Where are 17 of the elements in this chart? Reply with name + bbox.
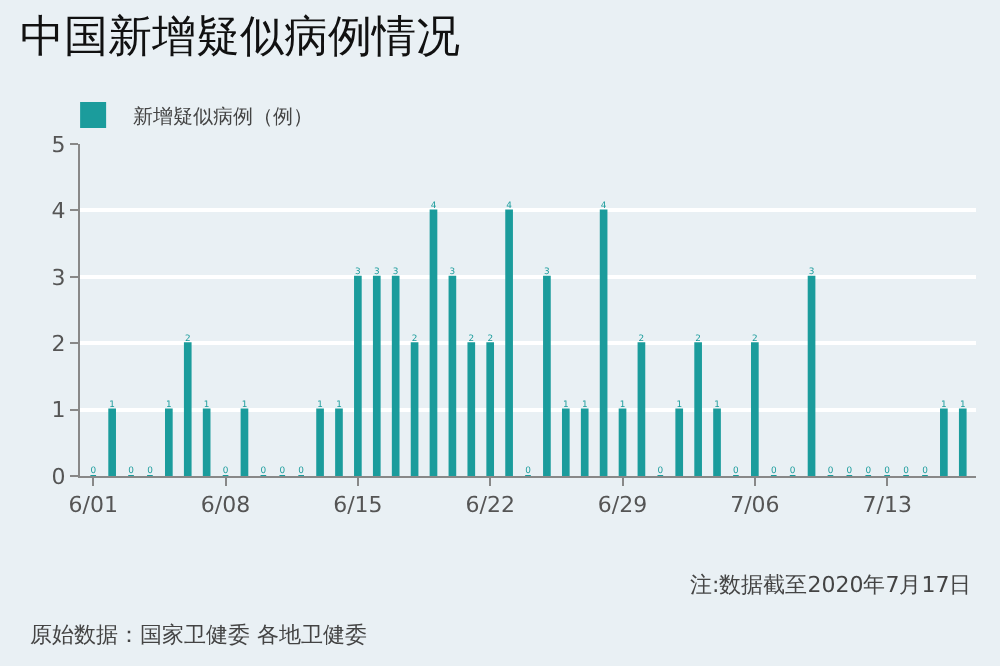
x-tick-label: 6/22	[465, 492, 515, 519]
x-tick-label: 6/08	[200, 492, 251, 519]
y-tick-label: 0	[51, 463, 66, 490]
y-tick-label: 2	[51, 330, 66, 357]
x-tick-label: 6/01	[68, 492, 118, 519]
x-tick-label: 7/06	[730, 492, 780, 519]
y-tick-label: 3	[51, 264, 66, 291]
x-tick-label: 6/29	[597, 492, 648, 519]
text: 原始数据：国家卫健委 各地卫健委	[30, 622, 367, 648]
y-tick-label: 1	[51, 397, 66, 424]
y-tick-label: 4	[51, 198, 66, 225]
chart-title: 中国新增疑似病例情况	[20, 12, 460, 63]
x-tick-label: 7/13	[862, 492, 912, 519]
x-tick-label: 6/15	[333, 492, 383, 519]
y-tick-label: 5	[51, 131, 66, 158]
text: 注:数据截至2020年7月17日	[690, 572, 972, 598]
legend-label: 新增疑似病例（例）	[133, 104, 314, 129]
